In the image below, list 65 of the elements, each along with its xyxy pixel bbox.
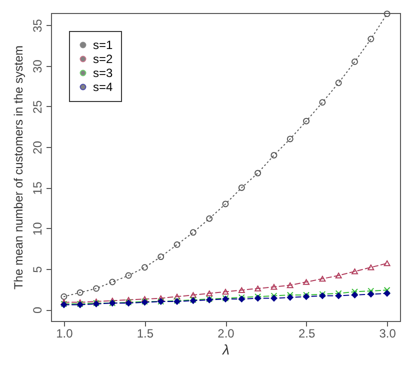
y-tick-label: 10: [30, 222, 44, 236]
y-tick-label: 15: [30, 181, 44, 195]
point: [303, 279, 310, 285]
point: [125, 272, 132, 279]
point: [270, 152, 278, 158]
point: [352, 292, 358, 298]
point: [190, 292, 196, 298]
x-tick-label: 1.0: [56, 326, 74, 340]
x-tick-label: 3.0: [379, 326, 396, 340]
point: [125, 297, 132, 303]
point: [352, 288, 358, 295]
point: [319, 99, 326, 106]
x-tick-label: 1.5: [136, 326, 154, 340]
point: [368, 288, 374, 294]
point: [303, 118, 310, 124]
point: [76, 289, 84, 296]
point: [368, 36, 374, 42]
point: [352, 268, 358, 274]
point: [60, 293, 68, 300]
point: [335, 292, 342, 300]
point: [238, 287, 245, 293]
legend-label: s=2: [93, 52, 114, 66]
point: [206, 290, 213, 296]
point: [270, 295, 278, 302]
legend-label: s=1: [93, 38, 114, 52]
point: [286, 136, 294, 142]
point: [141, 264, 148, 271]
point: [254, 170, 262, 176]
point: [254, 286, 262, 292]
point: [158, 254, 164, 260]
point: [222, 200, 229, 208]
y-tick-label: 0: [30, 306, 44, 314]
y-tick-label: 30: [30, 59, 44, 74]
y-tick-label: 20: [30, 140, 44, 154]
point: [270, 284, 278, 290]
point: [384, 286, 390, 294]
point: [335, 80, 342, 86]
point: [384, 260, 390, 266]
y-tick-label: 25: [30, 100, 44, 114]
point: [174, 294, 180, 300]
y-axis-title: The mean number of customers in the system: [12, 45, 26, 290]
point: [190, 229, 196, 236]
point: [335, 272, 342, 278]
x-tick-label: 2.0: [218, 326, 235, 340]
legend-label: s=4: [93, 80, 114, 94]
point: [222, 288, 229, 295]
x-tick-label: 2.5: [298, 326, 316, 340]
point: [368, 290, 374, 298]
point: [352, 58, 358, 65]
point: [286, 282, 294, 288]
point: [158, 295, 164, 302]
point: [174, 241, 180, 248]
y-tick-label: 35: [30, 18, 44, 32]
point: [286, 294, 294, 301]
x-axis-title: λ: [222, 342, 230, 358]
legend-label: s=3: [93, 66, 114, 80]
point: [384, 10, 390, 18]
point: [238, 184, 245, 191]
point: [206, 215, 213, 222]
point: [109, 278, 116, 286]
point: [93, 285, 100, 292]
point: [368, 264, 374, 270]
y-tick-label: 5: [30, 266, 44, 273]
point: [384, 290, 390, 297]
point: [319, 276, 326, 282]
